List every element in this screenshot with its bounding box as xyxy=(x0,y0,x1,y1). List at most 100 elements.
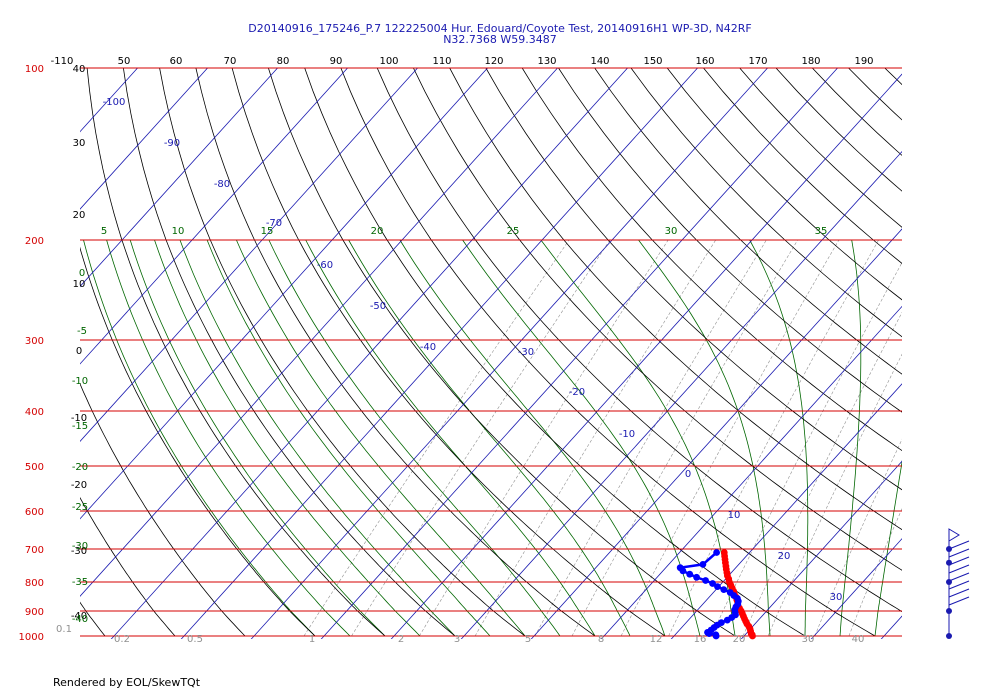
moist-adiabat-label: -10 xyxy=(72,376,88,387)
isotherm-label: -100 xyxy=(103,97,126,108)
isotherm-label: -80 xyxy=(214,179,230,190)
pressure-label: 200 xyxy=(25,236,44,247)
mixing-ratio-line xyxy=(303,239,570,637)
mixing-ratio-line xyxy=(474,239,716,637)
mixing-ratio-lines xyxy=(303,239,902,637)
temperature-point xyxy=(720,549,728,556)
mixing-ratio-label: 2 xyxy=(398,634,404,645)
dry-adiabat-line xyxy=(703,68,902,264)
mixing-ratio-label: 12 xyxy=(650,634,663,645)
isotherm-line xyxy=(80,68,558,597)
mixing-ratio-label: 20 xyxy=(733,634,746,645)
moist-adiabat-label: -25 xyxy=(72,502,88,513)
dry-adiabat-line xyxy=(594,68,902,375)
top-axis-label: 50 xyxy=(118,56,131,67)
moist-adiabat-label: -40 xyxy=(72,614,88,625)
dewpoint-point xyxy=(699,561,707,568)
isotherm-line xyxy=(460,150,902,639)
top-axis-label: 150 xyxy=(643,56,662,67)
moist-adiabat-line xyxy=(106,239,351,637)
moist-adiabat-label: -5 xyxy=(77,326,87,337)
dewpoint-point xyxy=(702,577,709,584)
top-axis-label: 110 xyxy=(432,56,451,67)
moist-adiabat-label: 20 xyxy=(371,226,384,237)
isotherm-line xyxy=(880,615,902,639)
top-axis-label: 180 xyxy=(801,56,820,67)
moist-adiabat-line xyxy=(83,239,316,637)
top-axis-label: 100 xyxy=(379,56,398,67)
pressure-label: 700 xyxy=(25,545,44,556)
mixing-ratio-line xyxy=(742,311,902,637)
isotherm-line xyxy=(670,383,902,639)
moist-adiabat-label: 0 xyxy=(79,268,85,279)
wind-barb-flag xyxy=(948,556,970,566)
isotherm-line xyxy=(320,68,838,639)
isotherm-line xyxy=(80,68,348,365)
mixing-ratio-label: 16 xyxy=(694,634,707,645)
dewpoint-point xyxy=(693,573,700,581)
moist-adiabat-line xyxy=(268,239,561,637)
pressure-label: 600 xyxy=(25,507,44,518)
isotherm-label: -20 xyxy=(569,387,585,398)
dry-adiabat-label: -40 xyxy=(71,611,87,622)
moist-adiabat-label: -30 xyxy=(72,541,88,552)
dewpoint-point xyxy=(709,580,716,587)
isotherm-line xyxy=(945,68,1000,646)
isotherm-label: 30 xyxy=(830,592,843,603)
pressure-label: 100 xyxy=(25,64,44,75)
pressure-label: 1000 xyxy=(19,632,44,643)
isotherm-label: 20 xyxy=(778,551,791,562)
isotherm-label: 0 xyxy=(685,469,691,480)
top-axis-label: 60 xyxy=(170,56,183,67)
dewpoint-point xyxy=(720,586,728,593)
isotherm-line xyxy=(250,68,768,639)
dry-adiabat-label: -30 xyxy=(71,546,87,557)
isotherm-line xyxy=(80,68,418,442)
isotherm-line xyxy=(110,68,628,639)
mixing-ratio-line xyxy=(767,353,902,637)
top-axis-label: 90 xyxy=(330,56,343,67)
dry-adiabat-line xyxy=(86,68,409,637)
moist-adiabat-label: -35 xyxy=(72,577,88,588)
dry-adiabat-line xyxy=(80,382,267,637)
isotherm-line xyxy=(600,305,902,639)
moist-adiabat-label: 25 xyxy=(507,226,520,237)
mixing-ratio-label: 0.5 xyxy=(187,634,203,645)
dewpoint-point xyxy=(686,570,694,578)
mixing-ratio-label: 5 xyxy=(525,634,531,645)
dry-adiabat-line xyxy=(884,68,902,86)
pressure-label: 900 xyxy=(25,607,44,618)
dry-adiabat-line xyxy=(413,68,902,571)
moist-adiabat-line xyxy=(839,239,862,637)
top-axis-label: 80 xyxy=(277,56,290,67)
dry-adiabat-line xyxy=(231,68,693,637)
dry-adiabat-line xyxy=(558,68,902,413)
isotherm-label: -40 xyxy=(420,342,436,353)
isotherm-line xyxy=(80,68,488,520)
isotherm-label: -90 xyxy=(164,138,180,149)
dry-adiabat-line xyxy=(80,246,338,637)
dry-adiabat-label: 20 xyxy=(73,210,86,221)
top-axis-label: 160 xyxy=(695,56,714,67)
dewpoint-point xyxy=(718,619,725,626)
dry-adiabat-line xyxy=(80,496,196,637)
moist-adiabat-label: 15 xyxy=(261,226,274,237)
mixing-ratio-label: 0.2 xyxy=(114,634,130,645)
dry-adiabat-label: -10 xyxy=(71,413,87,424)
mixing-ratio-line xyxy=(711,261,902,637)
pressure-label: 800 xyxy=(25,578,44,589)
mixing-ratio-line xyxy=(848,507,902,637)
top-axis-label: 190 xyxy=(854,56,873,67)
wind-barb-column xyxy=(946,528,970,639)
chart-title: D20140916_175246_P.7 122225004 Hur. Edou… xyxy=(248,22,752,35)
top-axis-label: 120 xyxy=(484,56,503,67)
isotherm-label: -10 xyxy=(619,429,635,440)
dry-adiabat-line xyxy=(123,68,480,637)
mixing-ratio-label: 1 xyxy=(309,634,315,645)
dry-adiabat-label: 0 xyxy=(76,346,82,357)
mixing-ratio-line xyxy=(351,239,611,637)
dry-adiabat-line xyxy=(521,68,902,452)
top-axis-label: -110 xyxy=(51,56,74,67)
